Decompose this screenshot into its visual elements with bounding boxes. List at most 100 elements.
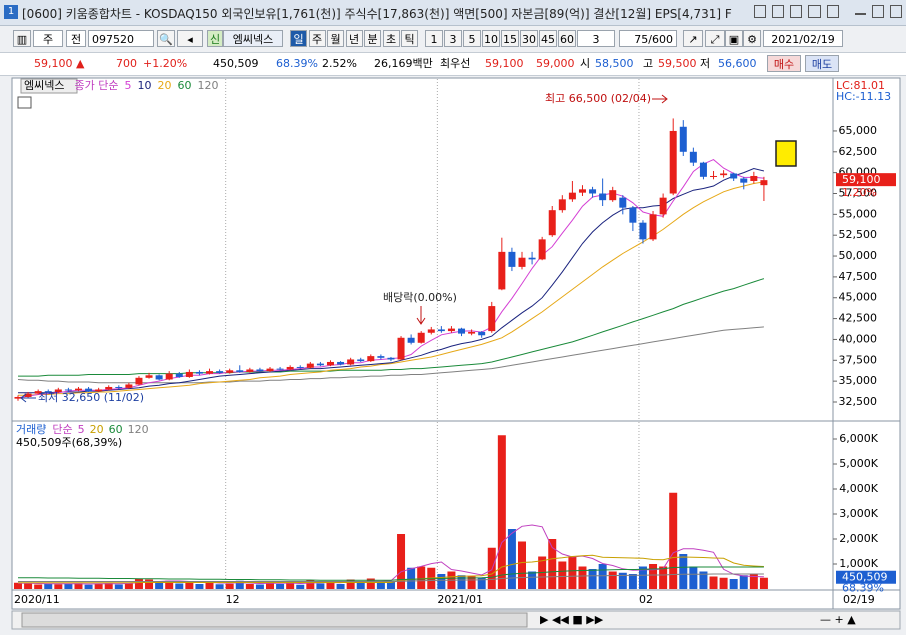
volume-bar xyxy=(548,539,557,589)
layout-button[interactable]: ▥ xyxy=(13,30,31,47)
candle-body xyxy=(24,393,32,397)
candle-body xyxy=(699,162,707,177)
volume-bar xyxy=(225,583,234,589)
legend-entry: 60 xyxy=(177,79,191,92)
code-input[interactable]: 097520 xyxy=(88,30,154,47)
candle-body xyxy=(760,180,768,186)
scroll-thumb[interactable] xyxy=(21,612,528,628)
volume-bar xyxy=(326,581,335,589)
volume-bar xyxy=(507,529,516,589)
candle-body xyxy=(478,331,486,336)
period-button[interactable]: 주 xyxy=(308,30,326,47)
volume-bar xyxy=(528,571,537,589)
zoom-controls[interactable]: — + ▲ xyxy=(820,613,856,626)
period-button[interactable]: 10 xyxy=(482,30,500,47)
candle-body xyxy=(468,331,476,334)
save-button[interactable]: ▣ xyxy=(725,30,743,47)
ask: 59,100 xyxy=(485,57,524,70)
annotation-arrow xyxy=(416,306,426,325)
candle-body xyxy=(326,361,334,366)
volume-bar xyxy=(608,571,617,589)
volume-bar xyxy=(518,541,526,589)
volume-bar xyxy=(14,582,22,589)
legend-name: 거래량 xyxy=(16,423,46,436)
period-button[interactable]: 일 xyxy=(290,30,307,47)
custom-interval[interactable]: 3 xyxy=(577,30,615,47)
price-tag xyxy=(836,173,896,187)
y-tick-label: 6,000K xyxy=(839,432,878,445)
search-button[interactable]: 🔍 xyxy=(157,30,175,47)
candle-body xyxy=(599,193,607,201)
candle-body xyxy=(14,396,22,399)
volume-bar xyxy=(84,584,93,589)
volume-bar xyxy=(104,583,113,589)
settings-button[interactable]: ⚙ xyxy=(743,30,761,47)
candle-body xyxy=(548,210,556,236)
candle-body xyxy=(437,329,445,332)
candle-body xyxy=(538,239,546,260)
prev-button[interactable]: 전 xyxy=(66,30,86,47)
period-button[interactable]: 월 xyxy=(327,30,344,47)
volume-bar xyxy=(487,547,496,589)
volume-bar xyxy=(205,582,214,589)
tool-button[interactable]: ↗ xyxy=(683,30,703,47)
volume-bar xyxy=(397,534,406,589)
order-marker[interactable] xyxy=(775,140,797,167)
candle-body xyxy=(266,368,274,372)
turnover: 2.52% xyxy=(322,57,357,70)
ma-line xyxy=(18,167,765,394)
volume-bar xyxy=(316,583,325,589)
count-input[interactable]: 75/600 xyxy=(619,30,677,47)
candle-body xyxy=(679,126,687,152)
candle-body xyxy=(710,175,718,177)
legend-entry: 60 xyxy=(109,423,123,436)
volume-bar xyxy=(276,584,285,589)
price: 59,100 xyxy=(34,57,73,70)
y-tick-label: 40,000 xyxy=(839,332,878,345)
annotation: 배당락(0.00%) xyxy=(383,291,457,304)
sell-button[interactable]: 매도 xyxy=(805,55,839,72)
volume-bar xyxy=(477,577,486,589)
tool-button[interactable]: ⤢ xyxy=(705,30,725,47)
candle-body xyxy=(236,370,244,372)
candle-body xyxy=(417,332,425,343)
sound-button[interactable]: ◂ xyxy=(177,30,203,47)
volume-bar xyxy=(659,566,668,589)
scroll-controls[interactable]: ▶ ◀◀ ■ ▶▶ xyxy=(540,613,604,626)
period-button[interactable]: 15 xyxy=(501,30,519,47)
period-button[interactable]: 3 xyxy=(444,30,462,47)
grid-icon xyxy=(17,96,32,109)
volume-bar xyxy=(336,584,345,589)
period-button[interactable]: 30 xyxy=(520,30,538,47)
candle-body xyxy=(609,190,617,201)
volume-bar xyxy=(124,582,133,589)
period-button[interactable]: 년 xyxy=(345,30,363,47)
window-controls[interactable] xyxy=(754,5,903,19)
candle-body xyxy=(357,359,365,362)
volume-bar xyxy=(356,582,365,589)
candle-body xyxy=(377,356,385,358)
candle-body xyxy=(226,370,234,373)
ma-line xyxy=(18,573,764,582)
volume-bar xyxy=(598,564,607,589)
date-input[interactable]: 2021/02/19 xyxy=(763,30,843,47)
volume-bar xyxy=(286,582,295,589)
period-button[interactable]: 초 xyxy=(382,30,400,47)
volume-bar xyxy=(165,580,174,589)
period-button[interactable]: 5 xyxy=(463,30,481,47)
volume-bar xyxy=(558,561,567,589)
y-tick-label: 62,500 xyxy=(839,145,878,158)
candle-body xyxy=(195,371,203,374)
period-button[interactable]: 틱 xyxy=(401,30,418,47)
period-button[interactable]: 분 xyxy=(364,30,381,47)
period-select[interactable]: 주 xyxy=(33,30,63,47)
period-button[interactable]: 60 xyxy=(558,30,576,47)
period-button[interactable]: 1 xyxy=(425,30,443,47)
period-button[interactable]: 45 xyxy=(539,30,557,47)
buy-button[interactable]: 매수 xyxy=(767,55,801,72)
candle-body xyxy=(44,391,52,393)
candle-body xyxy=(115,386,123,388)
candle-body xyxy=(518,257,526,267)
legend-entry: 20 xyxy=(90,423,104,436)
